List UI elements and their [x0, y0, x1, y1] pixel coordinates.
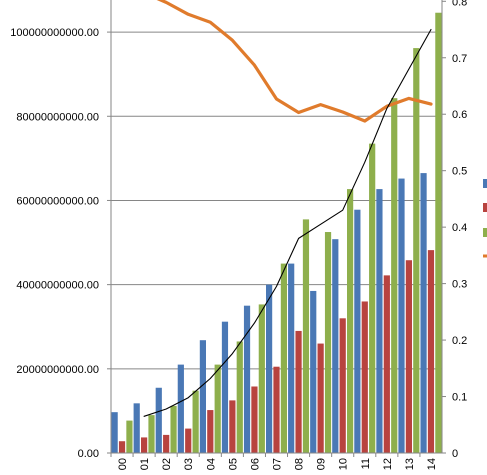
bar [243, 305, 251, 453]
x-tick-label: 12 [382, 458, 394, 470]
bar [258, 304, 265, 453]
bar [273, 366, 280, 453]
right-tick-label: 0.6 [452, 109, 467, 121]
bar [295, 330, 302, 453]
legend-swatch [483, 203, 487, 212]
series-line-orange [156, 0, 433, 123]
x-tick-label: 01 [139, 458, 151, 470]
x-tick-label: 11 [360, 458, 372, 469]
bar [398, 178, 405, 454]
right-tick-label: 0 [452, 448, 458, 460]
bar [435, 12, 442, 453]
bar [207, 410, 214, 453]
series-lines [143, 0, 433, 417]
left-tick-label: 40000000000.00 [16, 280, 99, 292]
bar [229, 400, 236, 453]
bar [420, 173, 427, 453]
right-tick-label: 0.3 [452, 279, 467, 291]
bar [111, 412, 118, 453]
bar [133, 403, 140, 453]
bar [251, 386, 258, 453]
bar [391, 98, 398, 453]
bar [324, 232, 332, 453]
legend-swatch [483, 179, 487, 188]
right-tick-label: 0.4 [452, 222, 467, 234]
bar [332, 239, 339, 453]
x-tick-label: 03 [183, 458, 195, 470]
bar [405, 260, 412, 453]
x-tick-label: 04 [205, 458, 217, 470]
bar [199, 340, 206, 453]
bar [280, 263, 287, 453]
left-tick-label: 60000000000.00 [16, 195, 99, 207]
bar [170, 405, 177, 453]
axes [110, 0, 443, 454]
bar [148, 415, 155, 453]
x-tick-label: 06 [249, 458, 261, 470]
x-tick-label: 05 [227, 458, 239, 470]
legend [483, 179, 487, 258]
x-tick-label: 13 [404, 458, 416, 470]
bar [361, 301, 368, 453]
right-axis-ticks: 0 0.1 0.2 0.3 0.4 0.5 0.6 0.7 0.8 [442, 0, 467, 460]
bar [118, 441, 126, 453]
bar [192, 390, 199, 453]
right-tick-label: 0.2 [452, 335, 467, 347]
bar [163, 434, 170, 453]
bar [155, 387, 162, 453]
left-tick-label: 100000000000.00 [10, 27, 99, 39]
bars [111, 12, 442, 454]
x-tick-label: 00 [117, 458, 129, 470]
bar [310, 290, 317, 453]
x-tick-label: 08 [294, 458, 306, 470]
right-tick-label: 0.7 [452, 53, 467, 65]
bar [339, 318, 346, 453]
bar [126, 420, 133, 453]
bar [141, 437, 148, 453]
left-tick-label: 20000000000.00 [16, 364, 99, 376]
bar [288, 263, 295, 453]
bar [236, 341, 243, 453]
bar [221, 321, 229, 453]
bar [317, 343, 324, 453]
x-tick-label: 07 [272, 458, 284, 470]
right-tick-label: 0.8 [452, 0, 467, 8]
bar [177, 364, 184, 453]
bar [413, 48, 420, 454]
x-tick-label: 10 [338, 458, 350, 470]
right-tick-label: 0.1 [452, 392, 467, 404]
x-axis-ticks: 00 01 02 03 04 05 06 07 08 09 10 11 12 13 14 [110, 453, 438, 470]
right-tick-label: 0.5 [452, 166, 467, 178]
left-tick-label: 0.00 [78, 448, 99, 460]
x-tick-label: 02 [161, 458, 173, 470]
bar [369, 143, 376, 453]
bar [383, 275, 390, 453]
x-tick-label: 09 [316, 458, 328, 470]
series-line-black [143, 28, 432, 417]
bar [354, 209, 361, 453]
legend-swatch [483, 228, 487, 237]
bar [427, 250, 435, 453]
bar [347, 189, 354, 453]
x-tick-label: 14 [426, 458, 438, 470]
bar [266, 284, 273, 453]
bar [376, 189, 383, 453]
bar [185, 428, 192, 453]
left-tick-label: 80000000000.00 [16, 111, 99, 123]
left-axis-ticks: 0.00 20000000000.00 40000000000.00 60000000… [10, 27, 111, 460]
bar [214, 364, 221, 453]
bar [302, 219, 310, 453]
